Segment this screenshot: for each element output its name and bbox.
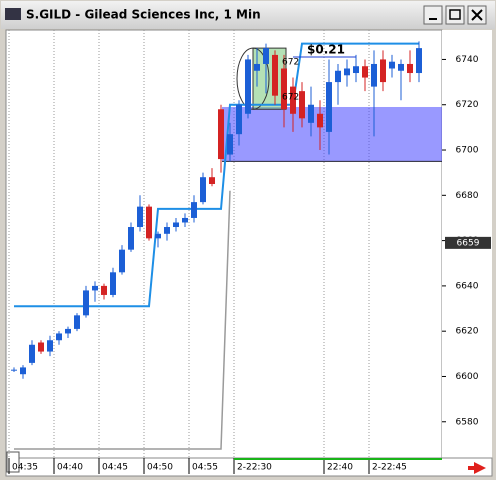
candle-body <box>47 340 53 352</box>
title-bar <box>1 1 495 29</box>
candle-body <box>326 82 332 132</box>
maximize-button[interactable] <box>445 5 465 25</box>
icon <box>471 9 483 21</box>
candle-body <box>155 233 161 239</box>
y-tick-label: 6700 <box>456 146 479 156</box>
window-title: S.GILD - Gilead Sciences Inc, 1 Min <box>26 8 261 22</box>
x-tick-label: 2-22:30 <box>237 463 272 473</box>
candle-body <box>38 342 44 352</box>
candle-body <box>398 63 404 71</box>
candle-body <box>317 113 323 128</box>
minimize-button[interactable] <box>423 5 443 25</box>
candle-body <box>335 70 341 83</box>
candle-body <box>20 367 26 375</box>
scroll-arrow[interactable] <box>468 462 486 474</box>
annotation: 672 <box>282 58 299 68</box>
y-tick-label: 6720 <box>456 100 479 110</box>
candle-body <box>191 202 197 218</box>
candle-body <box>353 66 359 74</box>
price-tag <box>445 236 491 249</box>
candle-body <box>110 272 116 295</box>
candle-body <box>29 344 35 363</box>
candle-body <box>83 290 89 316</box>
plot-area <box>5 29 443 459</box>
y-tick-label: 6740 <box>456 55 479 65</box>
candle-body <box>164 227 170 234</box>
candle-body <box>119 249 125 273</box>
candle-body <box>56 333 62 341</box>
x-tick-label: 04:35 <box>12 463 38 473</box>
candle-body <box>263 48 269 64</box>
x-tick-label: 04:40 <box>57 463 83 473</box>
scroll-handle[interactable] <box>6 451 20 473</box>
candle-body <box>272 54 278 96</box>
candle-body <box>389 61 395 69</box>
candle-body <box>182 217 188 223</box>
x-tick-label: 04:55 <box>192 463 218 473</box>
candle-body <box>380 59 386 83</box>
candle-body <box>281 68 287 110</box>
window-buttons <box>423 5 487 25</box>
candle-body <box>245 59 251 114</box>
candle-body <box>236 104 242 135</box>
candle-body <box>407 63 413 74</box>
x-tick-label: 22:40 <box>327 463 353 473</box>
candle-body <box>416 48 422 74</box>
annotation: 672 <box>282 93 299 103</box>
candle-body <box>218 109 224 160</box>
candle-body <box>101 285 107 295</box>
candle-body <box>74 315 80 329</box>
x-tick-label: 04:45 <box>102 463 128 473</box>
x-tick-label: 2-22:45 <box>372 463 407 473</box>
step-line <box>14 42 419 308</box>
y-tick-label: 6620 <box>456 327 479 337</box>
lasso <box>236 47 270 110</box>
candle-body <box>200 177 206 203</box>
candle-body <box>173 222 179 228</box>
price-tag-label: 6659 <box>457 238 480 248</box>
icon <box>449 9 461 20</box>
x-tick-label: 04:50 <box>147 463 173 473</box>
candle-body <box>209 177 215 184</box>
gray-line <box>14 190 231 450</box>
annotation: $0.21 <box>307 43 345 57</box>
candle-body <box>146 206 152 239</box>
candle-body <box>128 227 134 250</box>
candle-body <box>11 369 17 371</box>
candle-body <box>92 285 98 291</box>
candle-body <box>362 66 368 78</box>
candle-body <box>299 91 305 119</box>
candle-body <box>371 63 377 87</box>
y-tick-label: 6600 <box>456 372 479 382</box>
y-tick-label: 6680 <box>456 191 479 201</box>
candle-body <box>254 63 260 71</box>
y-tick-label: 6580 <box>456 417 479 427</box>
candle-body <box>137 206 143 228</box>
candle-body <box>227 134 233 155</box>
app-icon <box>5 8 21 20</box>
y-tick-label: 6640 <box>456 281 479 291</box>
candle-body <box>290 86 296 114</box>
candle-body <box>65 328 71 334</box>
candle-body <box>308 104 314 123</box>
candle-body <box>344 68 350 76</box>
